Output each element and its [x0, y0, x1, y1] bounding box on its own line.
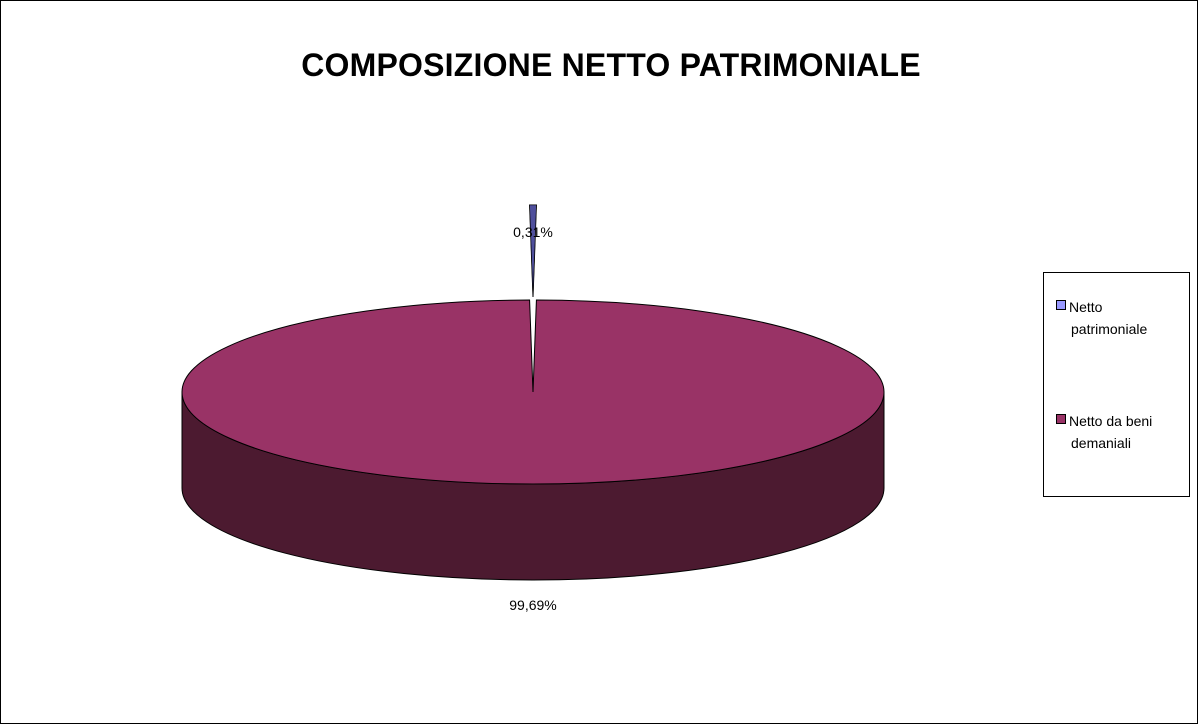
- pie-slice-netto-patrimoniale: [529, 204, 537, 298]
- legend-label: demaniali: [1071, 435, 1131, 451]
- chart-legend: Netto patrimoniale Netto da beni demania…: [1043, 272, 1190, 497]
- pie-slice-netto-da-beni-demaniali: [181, 299, 885, 581]
- legend-swatch-netto-da-beni-demaniali: [1056, 414, 1066, 424]
- pie-edge-face: [529, 204, 537, 298]
- chart-title: COMPOSIZIONE NETTO PATRIMONIALE: [301, 47, 921, 83]
- data-label-netto-da-beni-demaniali: 99,69%: [509, 597, 556, 613]
- legend-label: patrimoniale: [1071, 321, 1148, 337]
- legend-label: Netto: [1069, 299, 1103, 315]
- legend-swatch-netto-patrimoniale: [1056, 300, 1066, 310]
- data-label-netto-patrimoniale: 0,31%: [513, 224, 553, 240]
- legend-label: Netto da beni: [1069, 413, 1153, 429]
- pie-top-face: [181, 299, 885, 485]
